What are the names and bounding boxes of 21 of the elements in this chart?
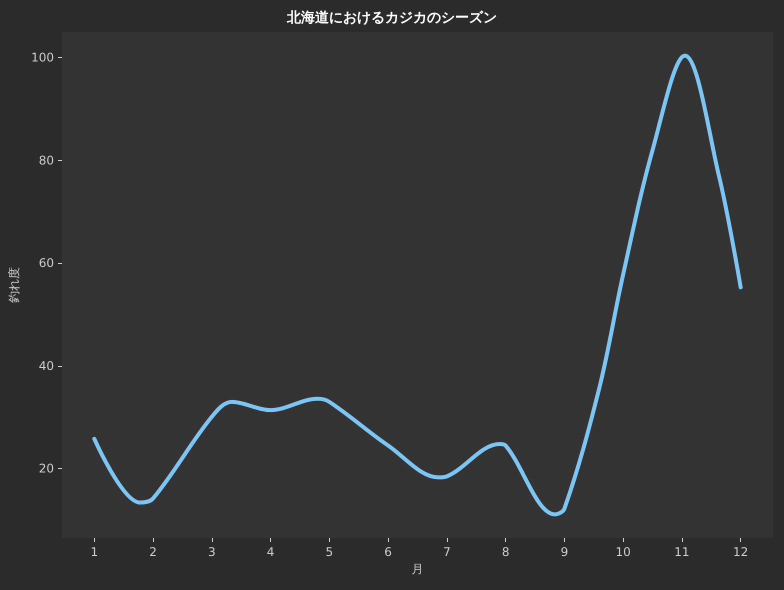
y-tick-label: 40 — [38, 358, 54, 373]
line-series — [92, 54, 743, 516]
x-tick-label: 2 — [149, 545, 157, 559]
y-tick-label: 60 — [38, 256, 54, 270]
chart-title: 北海道におけるカジカのシーズン — [286, 10, 497, 26]
x-tick-label: 9 — [560, 545, 568, 559]
x-tick-label: 3 — [208, 545, 216, 559]
x-tick-label: 6 — [384, 545, 392, 559]
y-tick-label: 100 — [31, 50, 54, 65]
y-axis-title: 釣れ度 — [7, 267, 22, 303]
x-tick-label: 11 — [674, 545, 690, 559]
x-axis-title: 月 — [412, 562, 424, 576]
y-tick-label: 20 — [38, 462, 54, 476]
x-tick-label: 7 — [443, 545, 451, 559]
x-tick-label: 10 — [616, 545, 631, 559]
x-tick-label: 12 — [733, 545, 748, 559]
x-tick-label: 1 — [90, 545, 98, 559]
x-tick-label: 5 — [326, 545, 334, 559]
y-tick-label: 80 — [38, 153, 54, 168]
x-tick-label: 4 — [266, 545, 274, 559]
x-tick-label: 8 — [502, 545, 510, 559]
